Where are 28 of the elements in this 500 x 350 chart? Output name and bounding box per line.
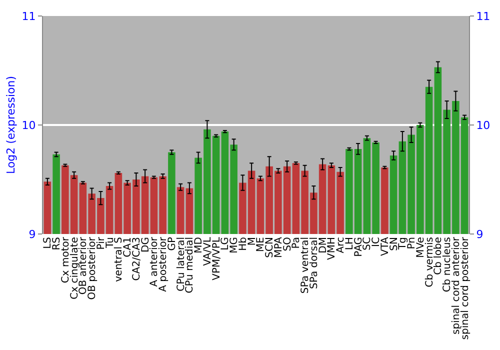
x-tick-label: VA/VL: [202, 236, 214, 266]
x-tick-label: Hb: [238, 237, 249, 251]
x-tick-label: OB posterior: [87, 236, 98, 300]
x-tick-label: RS: [52, 237, 63, 250]
x-tick-label: VTA: [380, 236, 391, 256]
x-tick-label: Pa: [291, 237, 302, 249]
x-tick-label: MPA: [273, 236, 284, 258]
y2-tick-label: 9: [476, 228, 484, 241]
x-tick-label: spinal cord anterior: [450, 236, 462, 334]
x-tick-label: CA2/CA3: [131, 237, 142, 281]
x-tick-label: SPa dorsal: [308, 237, 320, 289]
x-tick-label: spinal cord posterior: [460, 236, 471, 340]
x-tick-label: Cb lobe: [433, 237, 444, 275]
x-tick-label: MVe: [415, 237, 426, 258]
x-tick-label: SN: [388, 237, 400, 251]
y2-tick-label: 11: [476, 10, 490, 23]
y2-tick-label: 10: [476, 118, 490, 132]
x-tick-label: DG: [140, 237, 152, 252]
y-tick-label: 10: [22, 118, 36, 132]
x-tick-label: GP: [166, 237, 178, 251]
x-tick-label: A posterior: [158, 236, 170, 292]
x-tick-label: Tg: [398, 237, 409, 250]
y-axis-title: Log2 (expression): [4, 76, 18, 174]
x-tick-label: SO: [282, 236, 294, 252]
y-tick-label: 9: [28, 228, 36, 241]
x-tick-label: Pir: [96, 236, 107, 250]
x-tick-label: LH: [344, 237, 356, 250]
y-tick-label: 11: [22, 10, 36, 23]
